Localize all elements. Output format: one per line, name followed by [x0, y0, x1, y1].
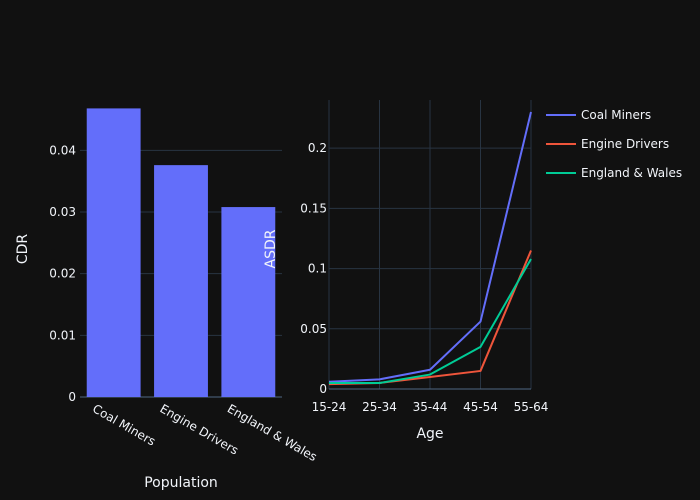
line-chart-series — [328, 111, 532, 386]
line-chart-x-ticks: 15-24 25-34 35-44 45-54 55-64 — [312, 400, 549, 414]
bar-chart-x-axis-title: Population — [144, 475, 218, 491]
line-chart-y-tick-label: 0.15 — [300, 201, 327, 215]
line-series-england-wales[interactable] — [329, 258, 532, 384]
line-chart-y-tick-label: 0.05 — [300, 322, 327, 336]
line-chart-y-axis-title: ASDR — [263, 229, 279, 268]
line-chart-x-axis-title: Age — [416, 426, 443, 442]
line-chart-x-tick-label: 15-24 — [312, 400, 347, 414]
legend-item-england-wales[interactable]: England & Wales — [546, 166, 682, 180]
bar[interactable] — [86, 108, 141, 398]
line-series-coal-miners[interactable] — [328, 111, 532, 383]
legend-item-engine-drivers[interactable]: Engine Drivers — [546, 137, 669, 151]
bar-chart-y-ticks: 0 0.01 0.02 0.03 0.04 — [49, 143, 76, 404]
legend-label: Engine Drivers — [581, 137, 669, 151]
line-chart-y-ticks: 0 0.05 0.1 0.15 0.2 — [300, 141, 327, 396]
bar[interactable] — [221, 207, 276, 397]
line-chart-y-tick-label: 0.2 — [308, 141, 327, 155]
bar-chart-y-tick-label: 0.03 — [49, 205, 76, 219]
line-chart-x-tick-label: 25-34 — [362, 400, 397, 414]
legend[interactable]: Coal Miners Engine Drivers England & Wales — [546, 108, 682, 180]
bar-chart-y-axis-title: CDR — [15, 234, 31, 265]
line-chart-x-tick-label: 55-64 — [514, 400, 549, 414]
line-chart-gridlines — [328, 100, 532, 390]
legend-label: England & Wales — [581, 166, 682, 180]
bar-chart-bars — [86, 108, 276, 398]
legend-label: Coal Miners — [581, 108, 651, 122]
legend-item-coal-miners[interactable]: Coal Miners — [546, 108, 651, 122]
bar-chart-y-tick-label: 0 — [68, 390, 76, 404]
bar-chart-y-tick-label: 0.01 — [49, 328, 76, 342]
line-chart-x-tick-label: 45-54 — [463, 400, 498, 414]
line-chart-y-tick-label: 0 — [319, 382, 327, 396]
line-chart-x-tick-label: 35-44 — [413, 400, 448, 414]
bar-chart-y-tick-label: 0.04 — [49, 143, 76, 157]
bar-chart-y-tick-label: 0.02 — [49, 267, 76, 281]
line-chart-panel: 0 0.05 0.1 0.15 0.2 15-24 25-34 35-44 45-54 55-6… — [263, 100, 548, 442]
bar[interactable] — [154, 165, 208, 397]
line-chart-y-tick-label: 0.1 — [308, 262, 327, 276]
